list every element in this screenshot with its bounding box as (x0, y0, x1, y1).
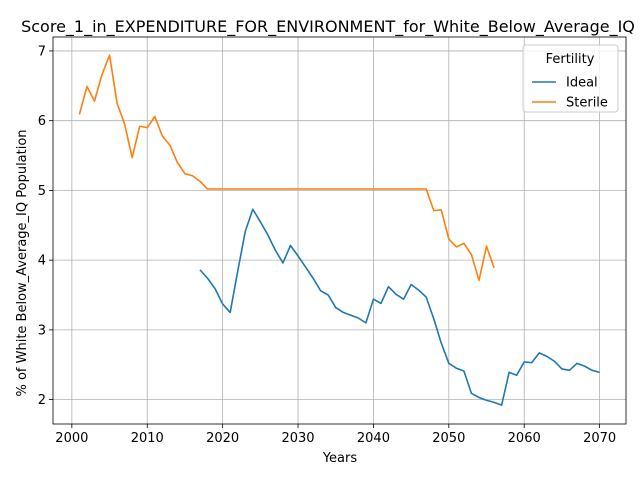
series-layer (78, 54, 600, 406)
y-tick-label: 7 (38, 44, 46, 59)
y-tick-label: 3 (38, 323, 46, 338)
chart-title: Score_1_in_EXPENDITURE_FOR_ENVIRONMENT_f… (21, 17, 635, 37)
y-tick-label: 5 (38, 184, 46, 199)
legend-items: Ideal Sterile (532, 76, 608, 111)
y-tick-label: 4 (38, 254, 46, 269)
plot-frame (52, 36, 627, 425)
series-line-ideal (199, 208, 600, 406)
series-line-sterile (78, 54, 495, 282)
y-axis-label: % of White Below_Average_IQ Population (15, 129, 30, 396)
x-tick-label: 2010 (131, 431, 164, 446)
x-tick-label: 2000 (55, 431, 88, 446)
x-tick-label: 2020 (206, 431, 239, 446)
x-tick-label: 2060 (508, 431, 541, 446)
x-axis-label: Years (322, 451, 358, 466)
x-tick-label: 2040 (357, 431, 390, 446)
legend-title: Fertility (546, 52, 595, 67)
y-tick-label: 6 (38, 114, 46, 129)
x-tick-label: 2070 (583, 431, 616, 446)
legend-box (522, 44, 619, 113)
legend-label-ideal: Ideal (566, 76, 598, 91)
y-tick-label: 2 (38, 393, 46, 408)
legend: Fertility Ideal Sterile (522, 44, 619, 113)
x-tick-label: 2030 (281, 431, 314, 446)
y-axis-ticks: 2 3 4 5 6 7 (38, 44, 53, 408)
x-tick-label: 2050 (432, 431, 465, 446)
legend-label-sterile: Sterile (566, 96, 608, 111)
x-axis-ticks: 2000 2010 2020 2030 2040 2050 2060 2070 (55, 424, 616, 446)
